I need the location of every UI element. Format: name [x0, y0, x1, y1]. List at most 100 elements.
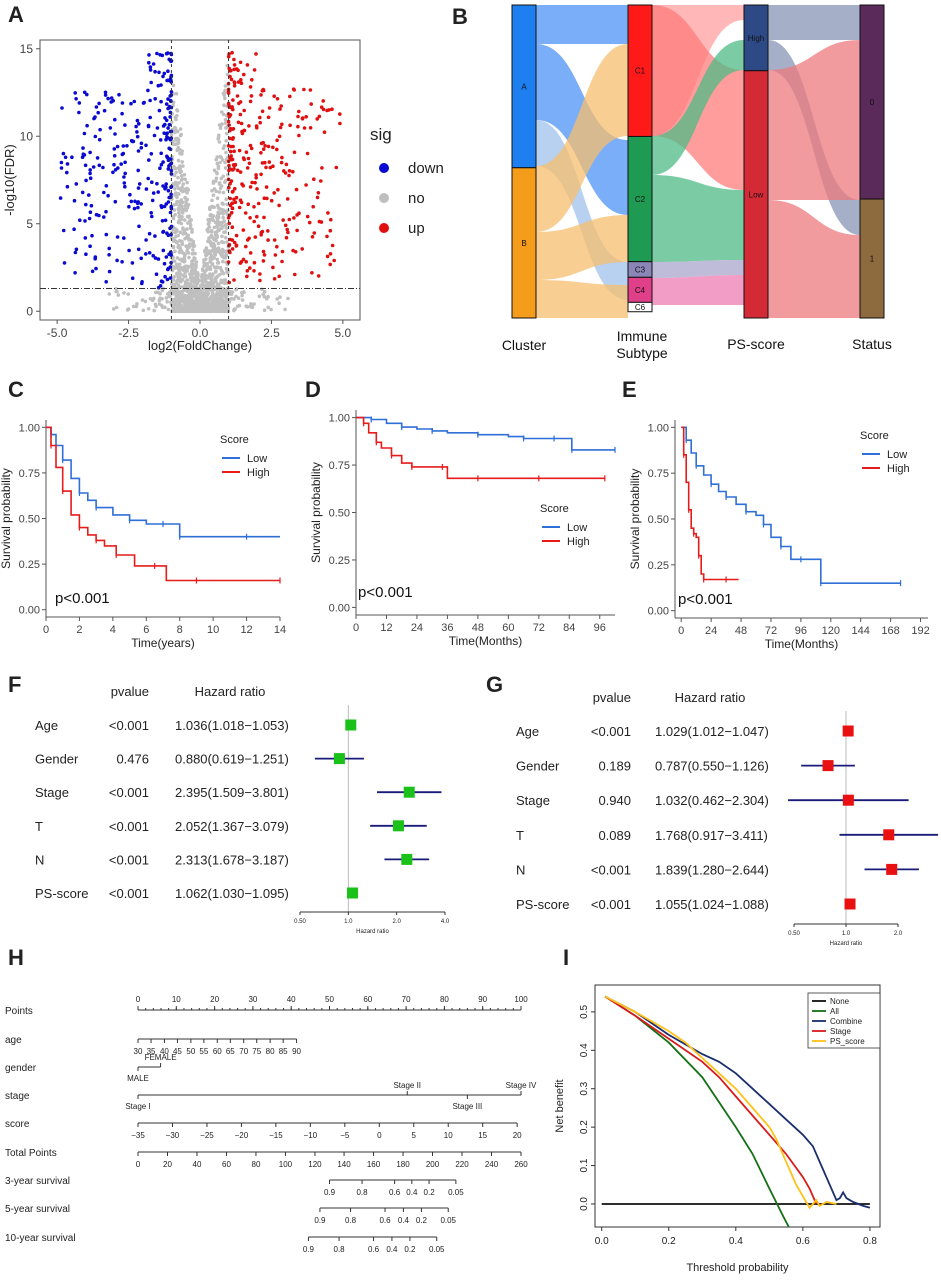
point-up [319, 105, 324, 109]
point-no [177, 239, 182, 243]
point-no [193, 256, 197, 261]
point-no [192, 244, 197, 248]
point-up [338, 121, 342, 126]
point-up [297, 109, 301, 114]
point-down [121, 144, 126, 148]
point-up [305, 214, 310, 219]
y-tick-label: 0.75 [648, 468, 669, 480]
panel-label-h: H [8, 945, 24, 970]
point-down [102, 190, 106, 195]
point-up [259, 93, 263, 97]
row-hazard-ratio: 2.395(1.509−3.801) [175, 785, 289, 800]
point-no [172, 297, 177, 302]
point-up [232, 167, 236, 171]
point-no [131, 304, 136, 309]
point-down [164, 202, 169, 206]
point-no [214, 189, 218, 193]
point-no [180, 200, 185, 205]
point-no [141, 308, 146, 313]
point-down [123, 184, 127, 189]
node-label-A: A [521, 82, 527, 91]
axis-label-ps-score: PS-score [727, 336, 785, 352]
panel-label-i: I [563, 945, 570, 970]
point-down [153, 256, 158, 260]
x-tick-label: 6 [143, 624, 149, 636]
point-down [156, 190, 160, 194]
point-up [234, 233, 239, 238]
point-no [211, 256, 216, 260]
point-up [231, 107, 235, 112]
flow-cluster-immune [536, 215, 628, 280]
point-up [288, 94, 292, 99]
axis-label-status: Status [852, 336, 892, 352]
point-no [178, 167, 182, 171]
point-up [248, 251, 253, 255]
y-tick-label: 0.00 [329, 602, 350, 614]
point-up [249, 94, 254, 98]
scale-tick-label: 120 [308, 1160, 322, 1169]
point-no [174, 142, 178, 146]
point-up [227, 168, 231, 173]
point-no [220, 201, 224, 206]
point-no [184, 200, 188, 204]
y-tick-label: 0.0 [579, 1197, 590, 1211]
estimate-marker [883, 829, 895, 841]
point-up [250, 180, 254, 185]
scale-tick-label: 0.4 [406, 1188, 418, 1197]
point-down [101, 165, 105, 170]
point-up [326, 211, 330, 215]
point-down [119, 162, 123, 166]
point-up [308, 88, 313, 92]
legend-box [807, 992, 881, 1049]
node-label-C3: C3 [635, 265, 646, 274]
point-up [275, 138, 279, 143]
point-down [72, 227, 76, 231]
point-no [283, 307, 287, 312]
scale-tick-label: 50 [186, 1047, 195, 1056]
point-up [231, 144, 235, 149]
point-no [215, 155, 219, 159]
scale-tick-label: 40 [287, 995, 296, 1004]
panel-label-d: D [305, 377, 321, 402]
point-down [113, 168, 118, 172]
point-up [328, 252, 333, 256]
point-no [180, 297, 185, 301]
point-up [245, 274, 249, 279]
point-down [77, 110, 81, 115]
point-up [229, 68, 233, 73]
point-no [210, 289, 215, 294]
point-no [185, 191, 189, 195]
point-no [205, 266, 209, 271]
node-label-High: High [748, 34, 764, 43]
point-down [123, 123, 127, 127]
point-up [227, 103, 231, 108]
point-no [174, 202, 178, 206]
x-tick-label: 0.2 [662, 1236, 676, 1247]
point-no [183, 218, 187, 222]
point-down [111, 99, 115, 103]
row-label: Age [516, 724, 539, 739]
point-up [248, 143, 253, 148]
point-down [107, 269, 112, 274]
p-value: p<0.001 [55, 590, 110, 607]
point-down [165, 277, 170, 282]
point-down [169, 78, 173, 83]
point-no [223, 84, 228, 88]
point-down [115, 144, 120, 149]
point-down [137, 224, 141, 229]
point-down [93, 255, 98, 259]
scale-tick-label: 80 [266, 1047, 275, 1056]
point-no [177, 269, 182, 273]
point-down [95, 156, 100, 160]
row-hazard-ratio: 1.062(1.030−1.095) [175, 886, 289, 901]
point-up [227, 249, 232, 253]
point-down [169, 168, 174, 173]
point-no [207, 249, 212, 253]
point-no [193, 251, 197, 256]
scale-tick-label: 240 [485, 1160, 499, 1169]
point-up [305, 151, 310, 156]
point-no [194, 274, 198, 278]
point-no [202, 279, 207, 283]
point-down [164, 137, 168, 142]
estimate-marker [401, 853, 413, 865]
